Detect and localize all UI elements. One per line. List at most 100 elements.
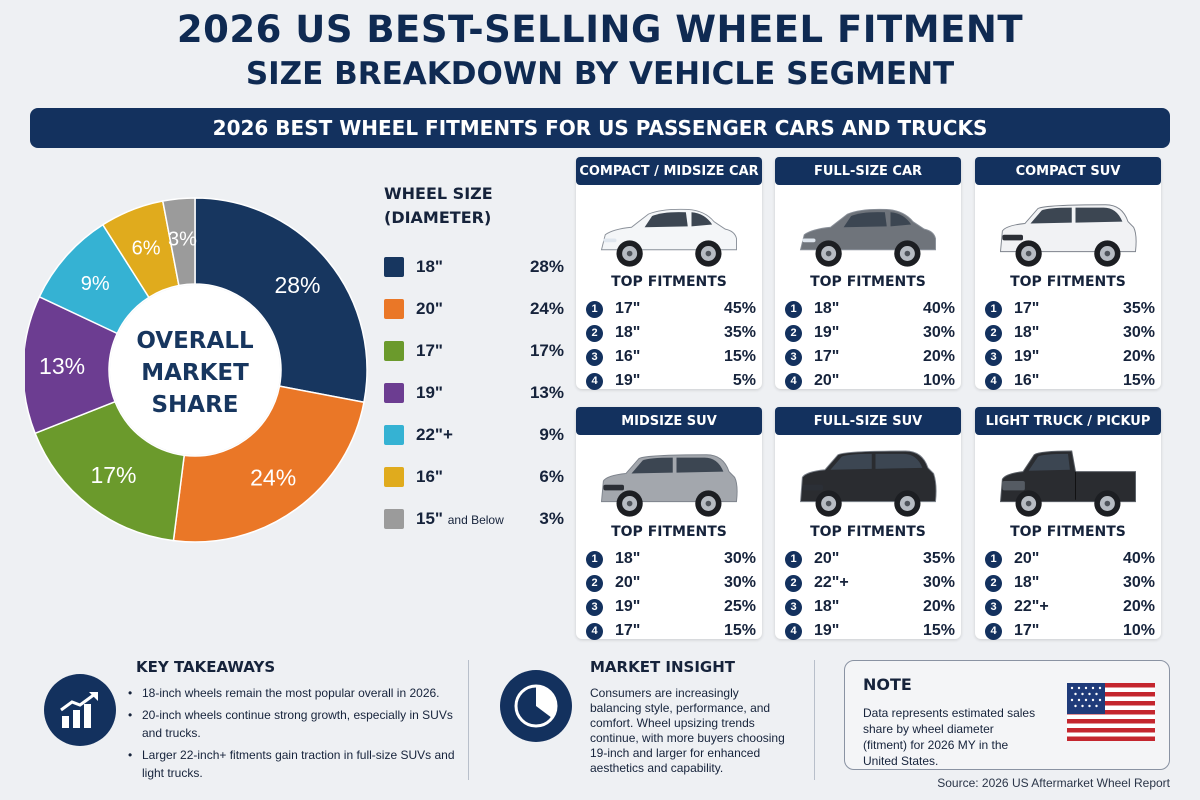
legend-entry: 18" 28% bbox=[384, 246, 564, 288]
fitment-share: 10% bbox=[1122, 622, 1155, 639]
fitment-row: 4 19" 5% bbox=[586, 369, 756, 393]
fitment-size: 18" bbox=[1014, 324, 1040, 341]
fitment-row: 3 17" 20% bbox=[785, 345, 955, 369]
legend-swatch bbox=[384, 341, 404, 361]
pie-slice-icon bbox=[500, 670, 572, 742]
fitment-row: 3 16" 15% bbox=[586, 345, 756, 369]
legend-label-text: 19" bbox=[416, 383, 443, 402]
rank-badge: 2 bbox=[985, 324, 1002, 342]
legend-value: 17% bbox=[529, 341, 564, 360]
vehicle-image bbox=[799, 208, 936, 267]
fitment-size: 19" bbox=[615, 372, 641, 389]
legend-label-text: 22"+ bbox=[416, 425, 453, 444]
fitment-row: 1 20" 40% bbox=[985, 547, 1155, 571]
page-subtitle: SIZE BREAKDOWN BY VEHICLE SEGMENT bbox=[245, 56, 955, 92]
takeaway-item: Larger 22-inch+ fitments gain traction i… bbox=[126, 746, 456, 782]
segment-card: COMPACT SUV TOP FITMENTS 1 17" 35% 2 18" 30% 3 19… bbox=[975, 157, 1161, 390]
legend-label-text: 16" bbox=[416, 467, 443, 486]
legend-label: 19" bbox=[416, 383, 514, 403]
pie-slice-label: 3% bbox=[168, 229, 197, 251]
legend-value: 9% bbox=[539, 425, 564, 444]
rank-badge: 1 bbox=[985, 550, 1002, 568]
fitment-size: 22"+ bbox=[814, 574, 849, 591]
fitment-row: 4 17" 10% bbox=[985, 619, 1155, 643]
source-citation: Source: 2026 US Aftermarket Wheel Report bbox=[937, 776, 1170, 790]
rank-badge: 2 bbox=[785, 574, 802, 592]
fitment-row: 2 19" 30% bbox=[785, 321, 955, 345]
segment-card: FULL-SIZE SUV TOP FITMENTS 1 20" 35% 2 22"+ 30%… bbox=[775, 407, 961, 640]
rank-badge: 1 bbox=[785, 300, 802, 318]
fitment-share: 30% bbox=[723, 574, 756, 591]
fitment-size: 18" bbox=[615, 550, 641, 567]
legend-title-line: (DIAMETER) bbox=[384, 208, 492, 227]
pie-slice bbox=[34, 400, 186, 542]
legend-label-text: 17" bbox=[416, 341, 443, 360]
fitment-row: 3 19" 25% bbox=[586, 595, 756, 619]
legend-label: 20" bbox=[416, 299, 514, 319]
fitment-row: 4 16" 15% bbox=[985, 369, 1155, 393]
fitment-row: 2 22"+ 30% bbox=[785, 571, 955, 595]
fitment-share: 35% bbox=[922, 550, 955, 567]
fitment-share: 40% bbox=[1122, 550, 1155, 567]
fitment-share: 30% bbox=[922, 324, 955, 341]
fitment-size: 18" bbox=[814, 598, 840, 615]
rank-badge: 3 bbox=[785, 348, 802, 366]
segment-name: COMPACT / MIDSIZE CAR bbox=[576, 157, 762, 185]
bottom-panel: KEY TAKEAWAYS 18-inch wheels remain the … bbox=[30, 648, 1170, 790]
pie-slice-label: 9% bbox=[81, 273, 110, 295]
fitment-share: 20% bbox=[1122, 598, 1155, 615]
fitments-title: TOP FITMENTS bbox=[810, 274, 926, 290]
fitments-title: TOP FITMENTS bbox=[1010, 524, 1126, 540]
pie-slice bbox=[161, 197, 196, 287]
fitment-share: 35% bbox=[1122, 300, 1155, 317]
legend-title: WHEEL SIZE (DIAMETER) bbox=[384, 182, 564, 230]
key-takeaways-list: 18-inch wheels remain the most popular o… bbox=[126, 684, 456, 786]
legend-entry: 19" 13% bbox=[384, 372, 564, 414]
fitment-size: 19" bbox=[1014, 348, 1040, 365]
fitment-size: 20" bbox=[615, 574, 641, 591]
bar-chart-growth-icon bbox=[44, 674, 116, 746]
rank-badge: 1 bbox=[785, 550, 802, 568]
fitment-share: 15% bbox=[922, 622, 955, 639]
fitments-title: TOP FITMENTS bbox=[810, 524, 926, 540]
rank-badge: 2 bbox=[586, 574, 603, 592]
rank-badge: 4 bbox=[985, 622, 1002, 640]
legend-value: 6% bbox=[539, 467, 564, 486]
rank-badge: 2 bbox=[785, 324, 802, 342]
fitment-row: 1 17" 35% bbox=[985, 297, 1155, 321]
fitment-size: 18" bbox=[814, 300, 840, 317]
market-insight-text: Consumers are increasingly balancing sty… bbox=[590, 686, 785, 775]
segment-name: LIGHT TRUCK / PICKUP bbox=[975, 407, 1161, 435]
fitment-row: 4 17" 15% bbox=[586, 619, 756, 643]
segment-card: LIGHT TRUCK / PICKUP TOP FITMENTS 1 20" 40% 2… bbox=[975, 407, 1161, 640]
fitment-size: 19" bbox=[814, 622, 840, 639]
rank-badge: 3 bbox=[785, 598, 802, 616]
legend-label: 17" bbox=[416, 341, 514, 361]
fitment-row: 2 20" 30% bbox=[586, 571, 756, 595]
fitment-size: 18" bbox=[615, 324, 641, 341]
pie-slice-label: 24% bbox=[250, 465, 296, 491]
fitment-row: 2 18" 30% bbox=[985, 321, 1155, 345]
legend-label: 15" and Below bbox=[416, 509, 514, 529]
fitment-size: 18" bbox=[1014, 574, 1040, 591]
rank-badge: 4 bbox=[985, 372, 1002, 390]
legend-label: 22"+ bbox=[416, 425, 514, 445]
rank-badge: 2 bbox=[586, 324, 603, 342]
fitment-row: 3 19" 20% bbox=[985, 345, 1155, 369]
legend-swatch bbox=[384, 467, 404, 487]
legend-entry: 15" and Below 3% bbox=[384, 498, 564, 540]
pie-slice-label: 6% bbox=[132, 237, 161, 259]
fitments-list: 1 18" 40% 2 19" 30% 3 17" 20% 4 20" 10% bbox=[785, 297, 955, 393]
fitment-size: 16" bbox=[1014, 372, 1040, 389]
rank-badge: 2 bbox=[985, 574, 1002, 592]
fitment-share: 30% bbox=[1122, 324, 1155, 341]
rank-badge: 1 bbox=[586, 300, 603, 318]
legend-label-text: 20" bbox=[416, 299, 443, 318]
vehicle-image bbox=[999, 204, 1137, 267]
legend-value: 28% bbox=[529, 257, 564, 276]
legend-label: 16" bbox=[416, 467, 514, 487]
legend-entry: 20" 24% bbox=[384, 288, 564, 330]
market-share-donut-chart: 28% 24% 17% 13% 9% 6% 3% OVERALL MARKET SHARE bbox=[25, 197, 368, 543]
fitment-size: 17" bbox=[814, 348, 840, 365]
segment-card: COMPACT / MIDSIZE CAR TOP FITMENTS 1 17" 45%… bbox=[576, 157, 762, 390]
